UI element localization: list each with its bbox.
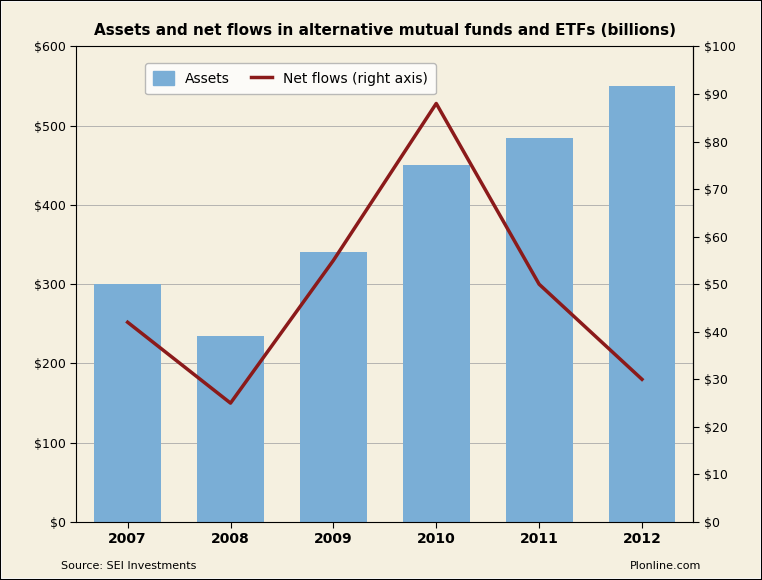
Bar [609,86,675,522]
Text: Source: SEI Investments: Source: SEI Investments [61,561,197,571]
Bar [300,252,367,522]
Title: Assets and net flows in alternative mutual funds and ETFs (billions): Assets and net flows in alternative mutu… [94,23,676,38]
Bar [197,336,264,522]
Legend: Assets, Net flows (right axis): Assets, Net flows (right axis) [145,63,436,95]
Text: Plonline.com: Plonline.com [629,561,701,571]
Bar [403,165,469,522]
Bar [94,284,161,522]
Bar [506,137,572,522]
